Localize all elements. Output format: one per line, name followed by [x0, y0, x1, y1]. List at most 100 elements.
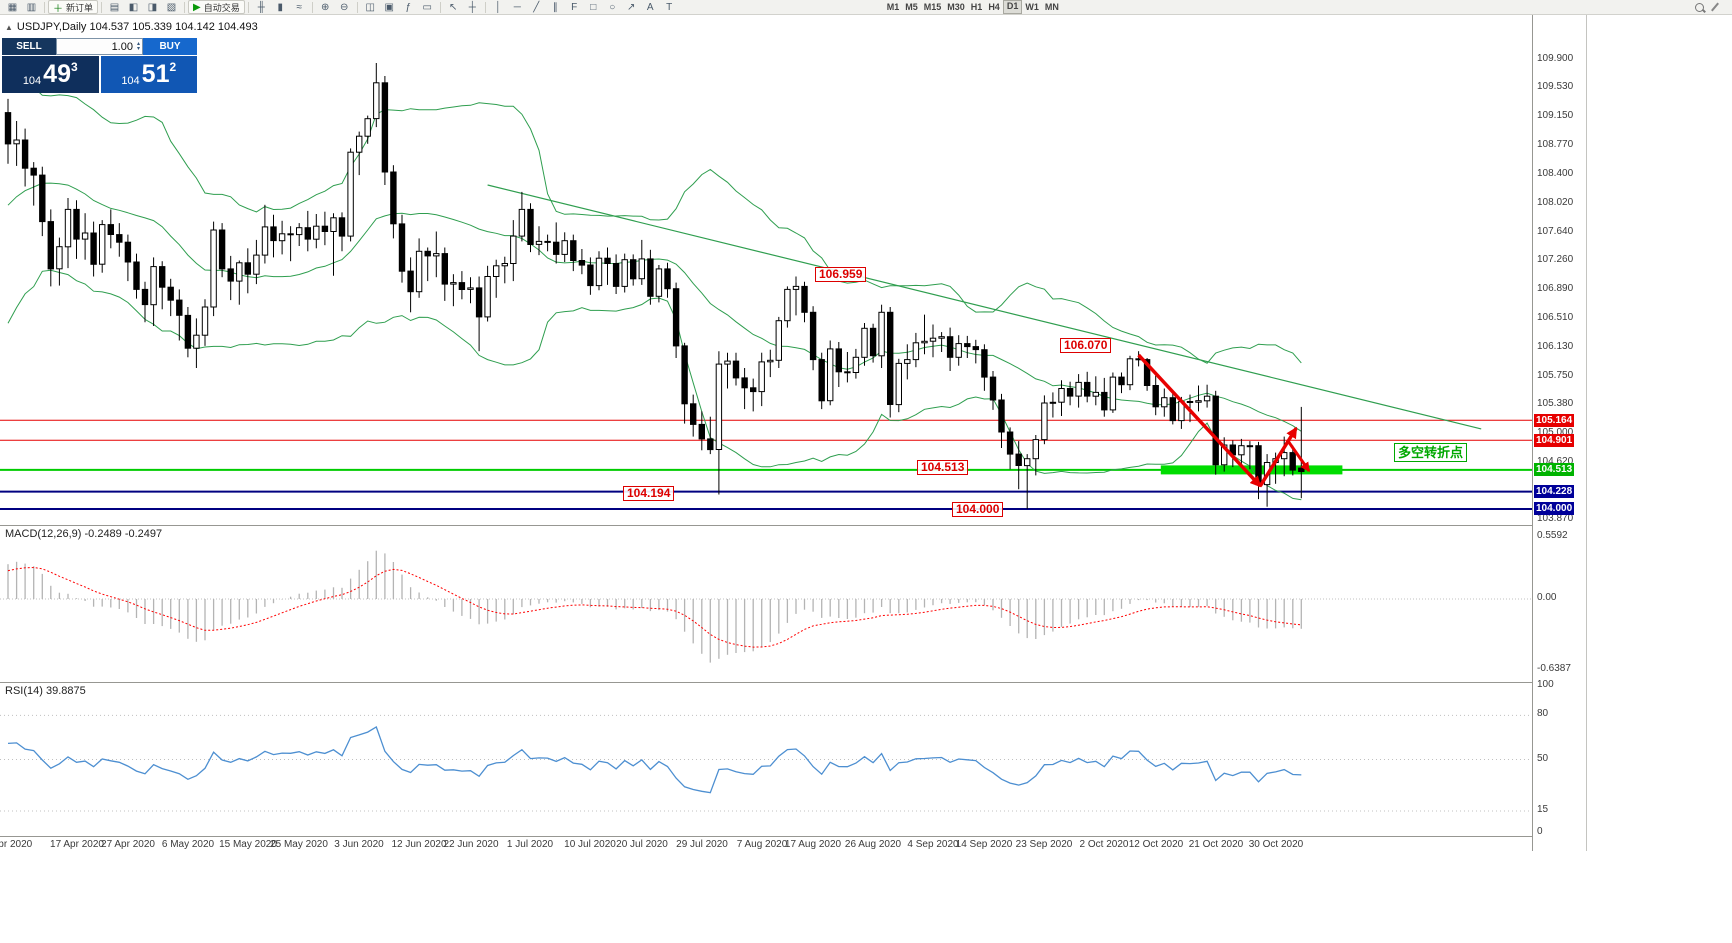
candlestick-icon[interactable]: ▮	[277, 1, 283, 13]
date-label: 1 Jul 2020	[506, 839, 554, 850]
line-chart-icon[interactable]: ≈	[296, 1, 302, 13]
data-window-icon[interactable]: ◧	[128, 1, 139, 13]
indicators-icon[interactable]: ƒ	[405, 1, 412, 13]
chart-label-106.959[interactable]: 106.959	[815, 267, 867, 282]
macd-scale-label: 0.00	[1537, 592, 1557, 603]
chart-label-104.513[interactable]: 104.513	[917, 460, 969, 475]
tile-windows-icon[interactable]: ◫	[365, 1, 375, 13]
chart-label-104.000[interactable]: 104.000	[952, 502, 1004, 517]
date-label: 10 Jul 2020	[564, 839, 616, 850]
pencil-glyph	[1711, 2, 1719, 12]
toolbar-right	[1691, 1, 1723, 14]
magnifier-glyph	[1694, 2, 1704, 12]
timeframe-button-h1[interactable]: H1	[970, 2, 983, 12]
timeframe-button-h4[interactable]: H4	[988, 2, 1000, 12]
timeframe-button-mn[interactable]: MN	[1044, 2, 1059, 12]
sell-price-prefix: 104	[22, 75, 42, 87]
price-tag-104.901: 104.901	[1534, 434, 1575, 447]
price-tag-104.000: 104.000	[1534, 502, 1575, 515]
timeframe-button-m15[interactable]: M15	[923, 2, 942, 12]
sell-button[interactable]: SELL	[2, 38, 56, 55]
rsi-pane-label: RSI(14) 39.8875	[5, 685, 86, 697]
price-tag-104.228: 104.228	[1534, 485, 1575, 498]
toolbar: ▦ ▥ ＋新订单 ▤ ◧ ◨ ▧ ▶ 自动交易 ╫ ▮ ≈ ⊕ ⊖ ◫ ▣ ƒ ▭ ↖ ┼ │ ─ ╱ ∥ F □ ○ ↗ A T M1 M5…	[0, 0, 1732, 15]
terminal-icon[interactable]: ▧	[166, 1, 177, 13]
date-label: 12 Jun 2020	[391, 839, 447, 850]
new-order-button[interactable]: ＋新订单	[48, 0, 99, 15]
chart-label-104.194[interactable]: 104.194	[623, 486, 675, 501]
timeframe-button-w1[interactable]: W1	[1025, 2, 1039, 12]
market-watch-icon[interactable]: ▤	[109, 1, 120, 13]
channel-icon[interactable]: ∥	[552, 1, 558, 13]
date-label: 12 Oct 2020	[1128, 839, 1184, 850]
macd-canvas[interactable]	[0, 526, 1532, 682]
bar-chart-icon[interactable]: ╫	[257, 1, 265, 13]
price-scale[interactable]: 109.900 109.530 109.150 108.770 108.400 108.0…	[1532, 15, 1586, 851]
text-label-icon[interactable]: T	[666, 1, 673, 13]
date-label: 7 Apr 2020	[0, 839, 33, 850]
date-label: 23 Sep 2020	[1015, 839, 1073, 850]
new-chart-icon[interactable]: ▦	[7, 1, 18, 13]
cascade-windows-icon[interactable]: ▣	[384, 1, 394, 13]
main-price-pane[interactable]: 106.959 106.070 104.513 104.194 104.000 多空转折点…	[0, 15, 1532, 525]
date-label: 27 Apr 2020	[101, 839, 155, 850]
crosshair-icon[interactable]: ┼	[468, 1, 476, 13]
price-scale-label: 106.890	[1537, 283, 1574, 294]
one-click-trading-panel: SELL 1.00 ▴ ▾ BUY 104 49 3 10	[2, 38, 197, 93]
price-chart-canvas[interactable]	[0, 15, 1532, 525]
sell-price-display[interactable]: 104 49 3	[2, 56, 99, 93]
rsi-pane[interactable]: RSI(14) 39.8875	[0, 682, 1532, 836]
date-label: 6 May 2020	[161, 839, 215, 850]
sell-price-big: 49	[43, 60, 71, 88]
sell-price-pip: 3	[70, 60, 78, 74]
edit-icon[interactable]	[1707, 1, 1723, 14]
date-label: 17 Aug 2020	[784, 839, 842, 850]
price-scale-label: 105.000	[1537, 427, 1574, 438]
price-scale-label: 106.130	[1537, 341, 1574, 352]
ellipse-icon[interactable]: ○	[609, 1, 616, 13]
date-label: 2 Oct 2020	[1079, 839, 1129, 850]
timeframe-button-m30[interactable]: M30	[947, 2, 965, 12]
horizontal-line-icon[interactable]: ─	[513, 1, 521, 13]
date-label: 20 Jul 2020	[616, 839, 668, 850]
macd-pane[interactable]: MACD(12,26,9) -0.2489 -0.2497	[0, 525, 1532, 682]
arrows-icon[interactable]: ↗	[627, 1, 636, 13]
profiles-icon[interactable]: ▥	[26, 1, 37, 13]
volume-decrease-icon[interactable]: ▾	[136, 45, 140, 52]
volume-input[interactable]: 1.00 ▴ ▾	[56, 38, 143, 55]
trendline-icon[interactable]: ╱	[533, 1, 540, 13]
rsi-canvas[interactable]	[0, 683, 1532, 836]
rsi-scale-label: 50	[1537, 753, 1549, 764]
navigator-icon[interactable]: ◨	[147, 1, 158, 13]
text-icon[interactable]: A	[646, 1, 654, 13]
toolbar-separator	[439, 1, 441, 13]
timeframe-button-m1[interactable]: M1	[886, 2, 900, 12]
timeframe-button-m5[interactable]: M5	[905, 2, 918, 12]
date-label: 22 Jun 2020	[443, 839, 499, 850]
fibonacci-icon[interactable]: F	[571, 1, 578, 13]
volume-increase-icon[interactable]: ▴	[136, 40, 140, 47]
date-label: 7 Aug 2020	[736, 839, 788, 850]
timeframe-button-d1[interactable]: D1	[1002, 0, 1023, 14]
chart-label-106.070[interactable]: 106.070	[1060, 338, 1112, 353]
rsi-value: 39.8875	[45, 685, 86, 697]
rsi-scale-label: 15	[1537, 804, 1549, 815]
cursor-icon[interactable]: ↖	[449, 1, 458, 13]
vertical-line-icon[interactable]: │	[495, 1, 502, 13]
buy-price-pip: 2	[169, 60, 177, 74]
zoom-out-icon[interactable]: ⊖	[340, 1, 349, 13]
shapes-icon[interactable]: □	[590, 1, 597, 13]
toolbar-separator	[356, 1, 358, 13]
zoom-in-icon[interactable]: ⊕	[321, 1, 330, 13]
chart-label-多空转折点[interactable]: 多空转折点	[1394, 443, 1468, 462]
buy-button[interactable]: BUY	[143, 38, 197, 55]
price-scale-label: 103.870	[1537, 513, 1574, 524]
buy-price-display[interactable]: 104 51 2	[100, 56, 197, 93]
search-icon[interactable]	[1691, 1, 1707, 14]
toolbar-separator	[44, 1, 45, 13]
autotrading-button[interactable]: ▶ 自动交易	[188, 0, 245, 14]
templates-icon[interactable]: ▭	[422, 1, 432, 13]
trade-panel-toggle-icon[interactable]: ▲	[5, 23, 13, 32]
